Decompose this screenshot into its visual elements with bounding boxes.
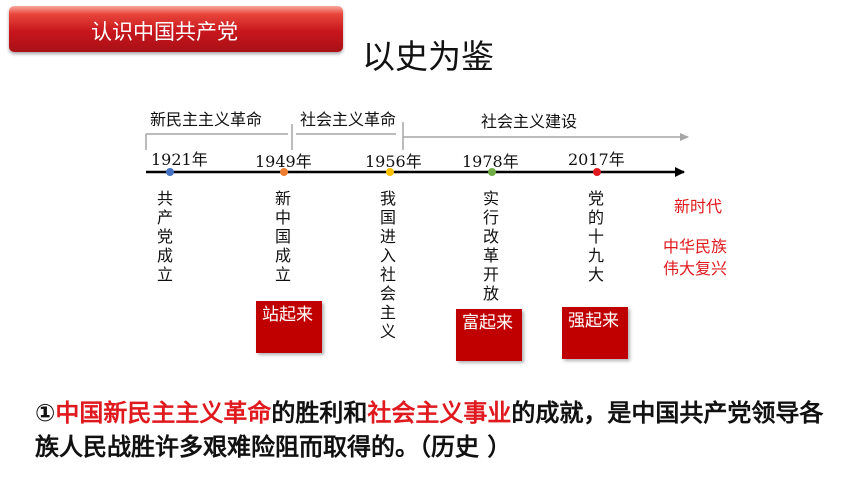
event-label-1978: 实行改革开放 <box>482 189 499 303</box>
summary-text-part: 的胜利和 <box>271 399 368 427</box>
summary-highlight-revolution: 中国新民主主义革命 <box>55 399 272 427</box>
summary-text-rest: 的成就，是中国共产党领导各族人民战胜许多艰难险阻而取得的。（历史 ） <box>35 399 824 461</box>
timeline-point-1921 <box>166 168 174 176</box>
period-label-socialist-construction: 社会主义建设 <box>481 112 577 131</box>
summary-highlight-socialism: 社会主义事业 <box>367 399 512 427</box>
banner-text: 认识中国共产党 <box>91 20 238 44</box>
timeline-point-1956 <box>386 168 394 176</box>
year-label-2017: 2017年 <box>568 150 625 169</box>
badge-get-rich: 富起来 <box>456 309 522 361</box>
note-new-era: 新时代 <box>674 197 723 216</box>
timeline-point-1978 <box>488 168 496 176</box>
timeline-point-1949 <box>280 168 288 176</box>
event-label-1949: 新中国成立 <box>274 189 291 284</box>
summary-prefix: ① <box>35 399 56 427</box>
note-national-rejuvenation: 中华民族伟大复兴 <box>662 237 727 278</box>
summary-text: ①中国新民主主义革命的胜利和社会主义事业的成就，是中国共产党领导各族人民战胜许多… <box>35 396 835 464</box>
event-label-1956: 我国进入社会主义 <box>379 189 396 341</box>
badge-become-strong: 强起来 <box>562 307 628 359</box>
event-label-1921: 共产党成立 <box>156 189 173 284</box>
year-label-1949: 1949年 <box>255 152 312 171</box>
year-label-1956: 1956年 <box>365 152 422 171</box>
section-banner: 认识中国共产党 <box>9 6 343 52</box>
slide-title: 以史为鉴 <box>362 37 494 76</box>
period-label-new-democratic: 新民主主义革命 <box>150 110 262 129</box>
timeline-point-2017 <box>593 168 601 176</box>
badge-stand-up: 站起来 <box>256 301 322 353</box>
year-label-1978: 1978年 <box>462 152 519 171</box>
event-label-2017: 党的十九大 <box>587 189 604 284</box>
period-label-socialist-revolution: 社会主义革命 <box>300 110 396 129</box>
year-label-1921: 1921年 <box>151 150 208 169</box>
